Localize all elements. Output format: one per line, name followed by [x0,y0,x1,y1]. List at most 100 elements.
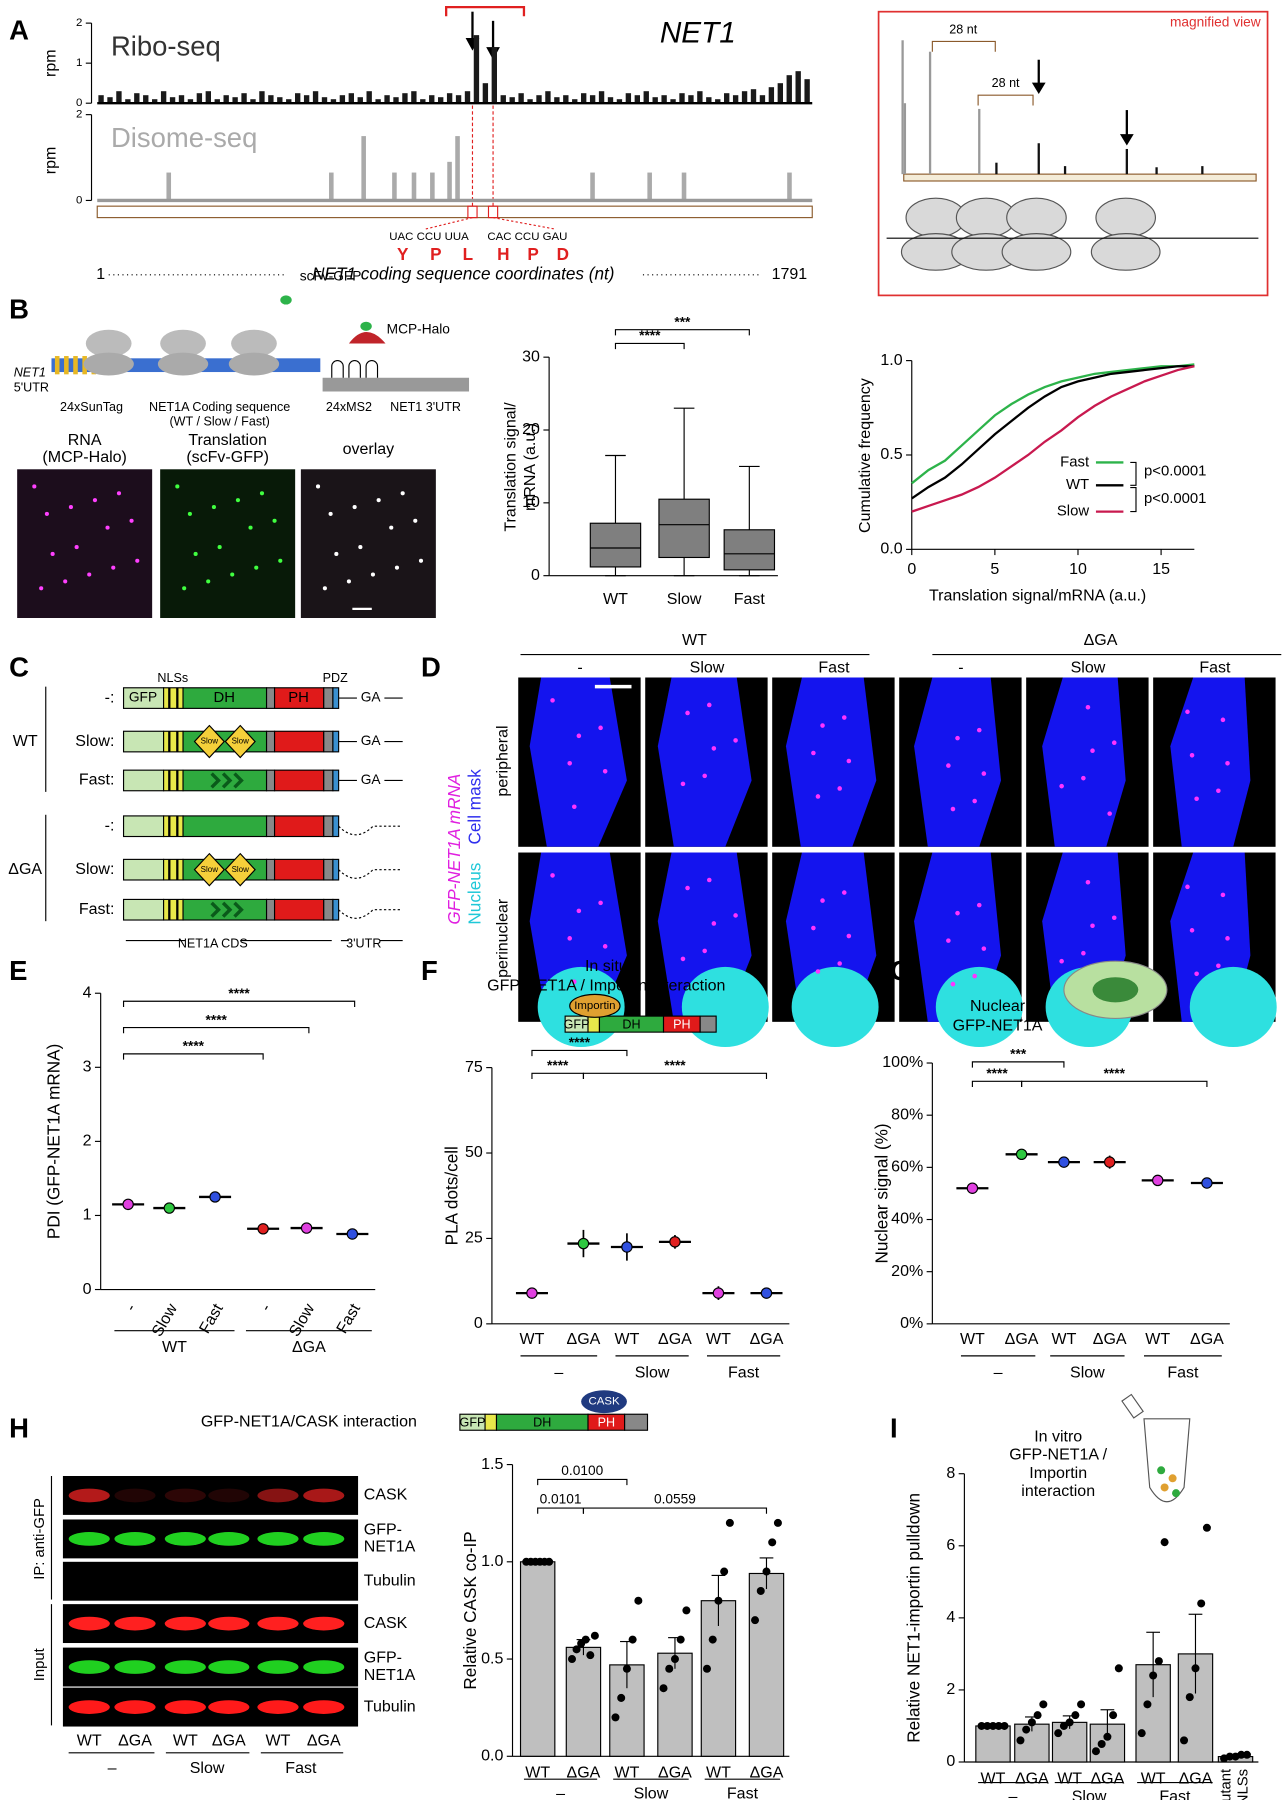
point [611,1713,620,1722]
group-label: WT [682,632,707,649]
series-line [911,365,1195,513]
mrna-spot [976,902,982,908]
x-tick-label: WT [614,1331,639,1348]
ribo-bar [366,91,372,104]
ribo-bar [152,99,158,104]
ribosome [83,352,134,376]
ga: GA [361,733,382,748]
bar [565,1646,602,1757]
spot [346,579,351,584]
cell-mask [914,677,1001,847]
mean-dot [526,1287,538,1299]
point [567,1655,577,1664]
point [545,1557,554,1566]
spot [50,551,55,556]
cell-mask [529,677,627,847]
y-axis-label: mRNA (a.u.) [522,423,539,511]
spot [370,572,376,577]
gfp [122,898,165,921]
mrna-spot [1185,884,1190,890]
domain-label: PH [288,690,309,706]
spot [74,545,79,550]
ribo-bar [616,99,623,104]
chart-title: GFP-NET1A / Importin interaction [487,978,725,995]
ribo-bar [652,97,658,104]
y-axis-label: rpm [43,49,60,77]
domain-label: GFP [129,690,157,705]
ribosome [160,329,206,358]
fast-chevron [221,901,233,918]
group-label: Fast [285,1760,317,1777]
cell-mask [657,677,752,847]
image-label: overlay [343,441,395,458]
mean-dot [1058,1156,1070,1168]
mrna-spot [811,750,816,756]
pdz [332,898,340,921]
ribo-bar [107,97,113,104]
deletion [338,909,401,919]
disome-bar [447,161,452,201]
y-tick-label: 0 [76,194,82,206]
construct-label: Fast: [79,772,115,789]
spot [116,491,122,496]
mean-dot [577,1237,590,1250]
point [1059,1721,1068,1730]
slow-sign [224,852,256,887]
slow-tag: Slow [201,865,219,874]
point [1154,1657,1163,1666]
bead [1168,1474,1177,1483]
cds-label: NET1A Coding sequence [149,400,290,414]
disome-bar [166,172,172,201]
mrna-spot [1111,740,1117,745]
significance: **** [547,1058,569,1073]
domain-label: DH [622,1018,640,1032]
mrna-spot [602,944,608,949]
y-tick-label: 1 [76,57,82,69]
significance: **** [183,1039,205,1054]
mrna-spot [1189,752,1195,758]
chart-title: In situ [585,958,628,975]
linker [265,858,276,881]
spot [193,551,198,556]
mrna-spot [602,769,608,774]
y-axis-label: Relative CASK co-IP [460,1531,480,1689]
mrna-spot [706,877,712,883]
x-tick-label: 5 [990,561,999,578]
utr3-bar [322,377,470,392]
domain-label: CASK [588,1396,620,1408]
legend-label: Fast [1060,454,1090,470]
mean-dot [1015,1148,1028,1161]
mean-dot [122,1198,134,1211]
spot [272,518,277,523]
bead [1157,1466,1166,1475]
blot-label: Tubulin [364,1698,416,1715]
spot [87,572,92,577]
disome-bar [647,172,652,201]
y-tick-label: 50 [465,1144,483,1161]
point [1091,1747,1100,1756]
point [1137,1729,1146,1738]
ribo-bar [348,93,354,104]
input-label: Input [32,1647,48,1681]
domain-label: DH [213,690,234,706]
mrna-spot [841,890,847,895]
bar [657,1652,693,1757]
pdz [332,858,340,881]
point [1039,1700,1048,1709]
disome-bar [411,172,417,201]
ribo-bar [554,97,560,104]
ribo-bar [339,95,346,104]
x-tick-label: WT [614,1765,639,1782]
nls [587,1015,601,1033]
lane-label: ΔGA [212,1733,246,1750]
suntag-label: 24xSunTag [60,400,123,414]
panel-label: I [890,1412,898,1443]
ribo-bar [214,99,220,104]
construct-label: -: [105,817,115,834]
condition-label: - [958,660,963,677]
y-axis-label: Nuclear signal (%) [872,1123,892,1263]
y-tick-label: 0.0 [880,541,902,558]
group-label: Fast [1167,1364,1199,1381]
nucleus [1189,966,1277,1048]
ribosome [231,329,277,358]
